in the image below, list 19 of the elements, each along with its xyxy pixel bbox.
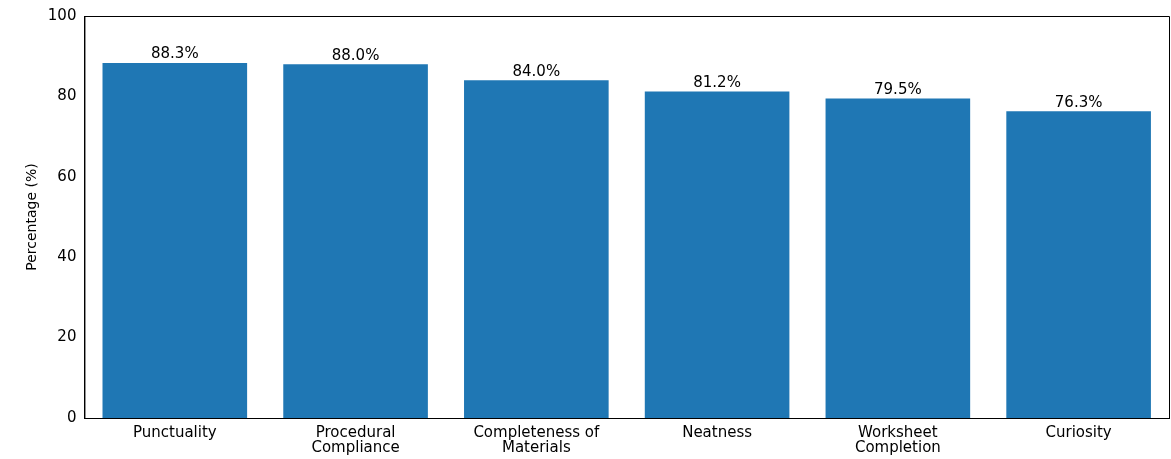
x-tick-label: Curiosity [1045, 423, 1112, 442]
x-tick-label: Neatness [682, 423, 753, 442]
y-tick-label: 60 [57, 166, 77, 185]
x-tick-label: Worksheet Completion [854, 423, 941, 457]
data-label: 88.3% [150, 44, 199, 63]
data-label: 76.3% [1054, 92, 1103, 111]
y-axis-title: Percentage (%) [23, 163, 40, 271]
x-tick-label: Completeness of Materials [473, 423, 600, 457]
y-tick-label: 100 [47, 5, 77, 24]
data-label: 79.5% [874, 79, 922, 98]
data-label: 88.0% [331, 45, 380, 64]
data-label: 81.2% [693, 72, 741, 91]
x-tick-label: Punctuality [132, 423, 217, 442]
y-tick-label: 40 [57, 247, 77, 266]
x-tick-label: Procedural Compliance [311, 423, 400, 457]
y-tick-label: 80 [57, 86, 77, 105]
data-label: 84.0% [512, 61, 561, 80]
y-tick-label: 0 [66, 407, 77, 426]
y-tick-label: 20 [57, 327, 77, 346]
